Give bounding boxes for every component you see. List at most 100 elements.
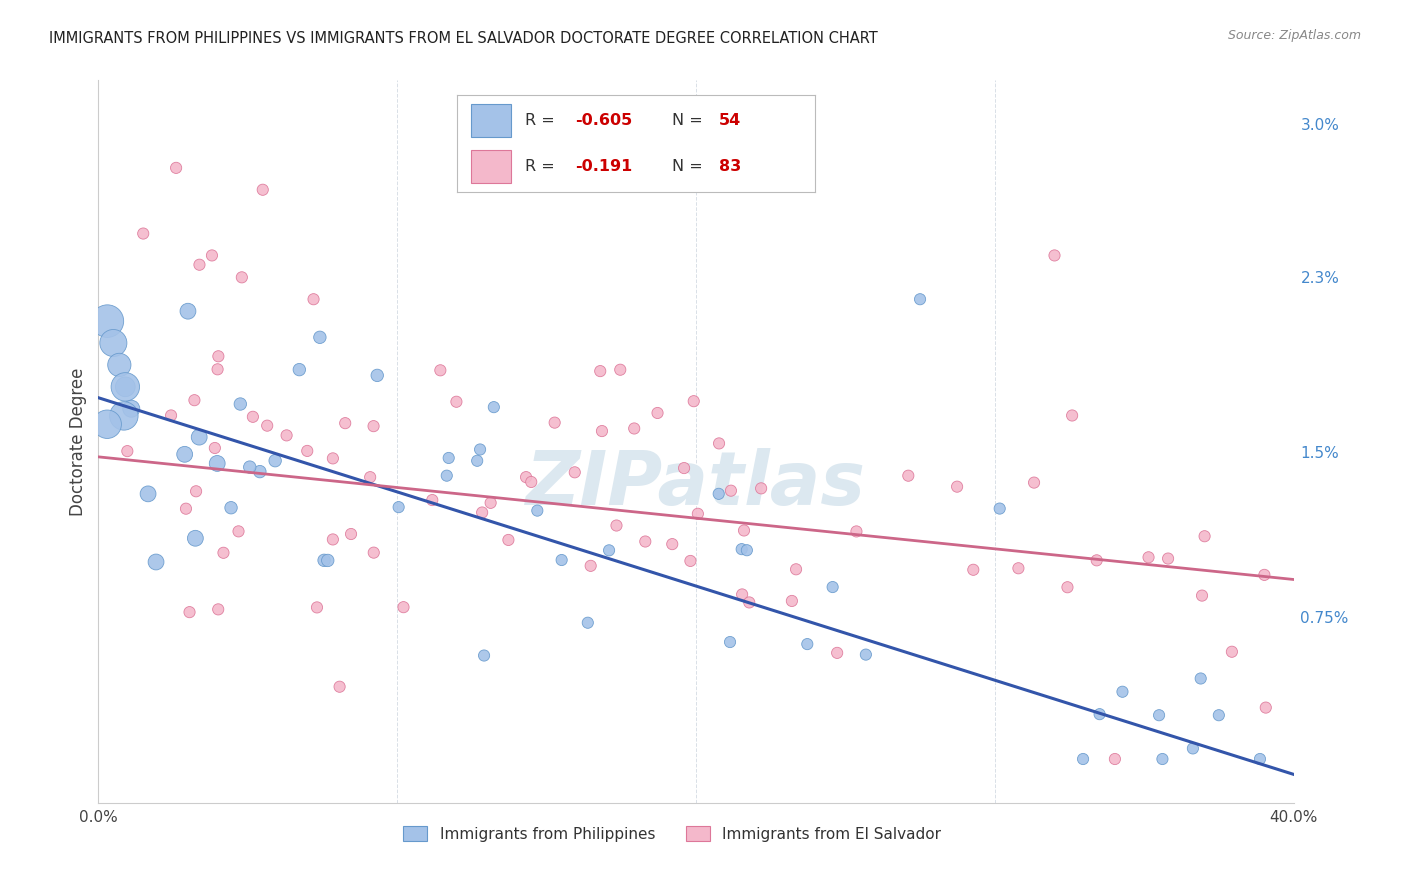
Point <box>1249 752 1271 766</box>
Point <box>707 436 730 450</box>
Point <box>242 409 264 424</box>
Text: IMMIGRANTS FROM PHILIPPINES VS IMMIGRANTS FROM EL SALVADOR DOCTORATE DEGREE CORR: IMMIGRANTS FROM PHILIPPINES VS IMMIGRANT… <box>49 31 877 46</box>
Point <box>550 553 572 567</box>
Point <box>340 527 363 541</box>
Point <box>316 553 339 567</box>
Point <box>908 292 931 306</box>
Point <box>731 587 754 601</box>
Point <box>297 444 319 458</box>
Point <box>1147 708 1170 723</box>
Point <box>1220 645 1243 659</box>
Point <box>526 503 548 517</box>
Point <box>174 501 197 516</box>
Point <box>465 454 488 468</box>
Point <box>160 409 183 423</box>
Point <box>228 524 250 539</box>
Point <box>468 442 491 457</box>
Point <box>108 358 131 372</box>
Point <box>589 364 612 378</box>
Point <box>1181 741 1204 756</box>
Point <box>731 542 754 557</box>
Point <box>329 680 352 694</box>
Point <box>173 447 195 461</box>
Point <box>520 475 543 489</box>
Point <box>472 648 495 663</box>
Point <box>543 416 565 430</box>
Point <box>855 648 877 662</box>
Point <box>363 546 385 560</box>
Point <box>136 487 159 501</box>
Point <box>576 615 599 630</box>
Point <box>479 496 502 510</box>
Point <box>264 453 287 467</box>
Point <box>429 363 451 377</box>
Point <box>1111 685 1133 699</box>
Point <box>96 417 118 432</box>
Point <box>184 484 207 499</box>
Point <box>1254 700 1277 714</box>
Point <box>103 336 125 351</box>
Point <box>322 451 344 466</box>
Point <box>388 500 411 515</box>
Point <box>718 635 741 649</box>
Point <box>821 580 844 594</box>
Point <box>634 534 657 549</box>
Point <box>1152 752 1174 766</box>
Text: ZIPatlas: ZIPatlas <box>526 449 866 522</box>
Point <box>682 394 704 409</box>
Point <box>305 600 328 615</box>
Point <box>897 468 920 483</box>
Point <box>647 406 669 420</box>
Point <box>165 161 187 175</box>
Point <box>117 444 139 458</box>
Point <box>436 468 458 483</box>
Point <box>179 605 201 619</box>
Point <box>661 537 683 551</box>
Point <box>733 524 755 538</box>
Point <box>1071 752 1094 766</box>
Point <box>1194 529 1216 543</box>
Point <box>188 430 211 444</box>
Point <box>288 362 311 376</box>
Point <box>1191 589 1213 603</box>
Point <box>302 292 325 306</box>
Point <box>686 507 709 521</box>
Point <box>229 397 252 411</box>
Point <box>962 563 984 577</box>
Point <box>735 543 758 558</box>
Point <box>720 483 742 498</box>
Point <box>564 465 586 479</box>
Point <box>207 602 229 616</box>
Point <box>825 646 848 660</box>
Point <box>112 409 135 423</box>
Point <box>1104 752 1126 766</box>
Point <box>1022 475 1045 490</box>
Point <box>609 362 631 376</box>
Point <box>845 524 868 539</box>
Point <box>988 501 1011 516</box>
Point <box>420 493 443 508</box>
Point <box>335 416 357 430</box>
Point <box>239 460 262 475</box>
Point <box>309 330 332 344</box>
Point <box>276 428 298 442</box>
Point <box>392 600 415 615</box>
Y-axis label: Doctorate Degree: Doctorate Degree <box>69 368 87 516</box>
Point <box>785 562 807 576</box>
Point <box>359 470 381 484</box>
Point <box>437 450 460 465</box>
Point <box>598 543 620 558</box>
Point <box>177 304 200 318</box>
Point <box>366 368 388 383</box>
Point <box>207 362 229 376</box>
Point <box>212 546 235 560</box>
Point <box>591 424 613 438</box>
Point <box>679 554 702 568</box>
Point <box>1085 553 1108 567</box>
Point <box>363 419 385 434</box>
Point <box>312 553 335 567</box>
Point <box>120 401 142 416</box>
Point <box>707 487 730 501</box>
Point <box>946 480 969 494</box>
Point <box>183 393 205 408</box>
